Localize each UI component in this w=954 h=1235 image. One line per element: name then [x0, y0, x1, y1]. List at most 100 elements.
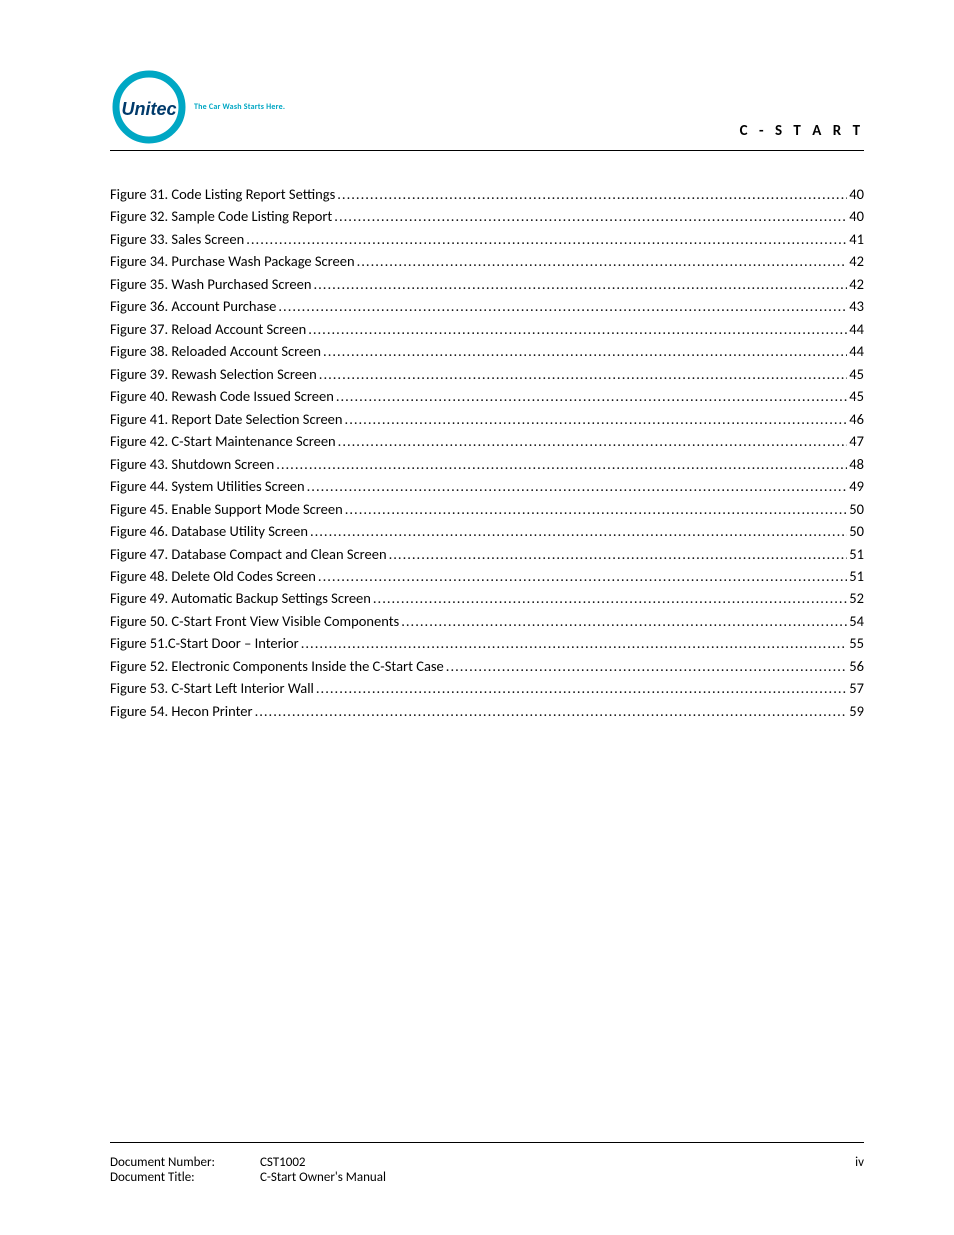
toc-entry-label: Figure 54. Hecon Printer [110, 700, 253, 722]
table-of-figures: Figure 31. Code Listing Report Settings … [110, 183, 864, 722]
toc-leader-dots [373, 587, 847, 609]
logo: Unitec The Car Wash Starts Here. [110, 68, 285, 146]
toc-leader-dots [338, 430, 848, 452]
toc-entry: Figure 53. C-Start Left Interior Wall 57 [110, 677, 864, 699]
toc-entry-page: 52 [849, 587, 864, 609]
toc-entry-page: 57 [849, 677, 864, 699]
toc-entry: Figure 41. Report Date Selection Screen … [110, 408, 864, 430]
toc-entry: Figure 40. Rewash Code Issued Screen 45 [110, 385, 864, 407]
toc-entry-page: 46 [849, 408, 864, 430]
toc-entry-page: 48 [849, 453, 864, 475]
toc-leader-dots [316, 677, 847, 699]
toc-leader-dots [318, 565, 847, 587]
toc-entry: Figure 33. Sales Screen 41 [110, 228, 864, 250]
toc-entry: Figure 48. Delete Old Codes Screen 51 [110, 565, 864, 587]
toc-entry-label: Figure 40. Rewash Code Issued Screen [110, 385, 334, 407]
toc-entry-page: 59 [849, 700, 864, 722]
toc-leader-dots [255, 700, 848, 722]
toc-entry-page: 50 [849, 520, 864, 542]
logo-tagline: The Car Wash Starts Here. [194, 102, 285, 112]
toc-entry-label: Figure 31. Code Listing Report Settings [110, 183, 335, 205]
page-number: iv [855, 1155, 864, 1170]
toc-leader-dots [401, 610, 847, 632]
toc-entry-label: Figure 45. Enable Support Mode Screen [110, 498, 343, 520]
toc-entry: Figure 42. C-Start Maintenance Screen 47 [110, 430, 864, 452]
toc-entry: Figure 43. Shutdown Screen 48 [110, 453, 864, 475]
toc-entry-page: 51 [849, 543, 864, 565]
toc-entry-page: 43 [849, 295, 864, 317]
toc-entry: Figure 44. System Utilities Screen 49 [110, 475, 864, 497]
toc-entry: Figure 36. Account Purchase 43 [110, 295, 864, 317]
toc-entry: Figure 47. Database Compact and Clean Sc… [110, 543, 864, 565]
toc-entry-page: 47 [849, 430, 864, 452]
toc-leader-dots [301, 632, 848, 654]
toc-entry-page: 50 [849, 498, 864, 520]
toc-leader-dots [319, 363, 848, 385]
toc-leader-dots [345, 408, 848, 430]
toc-entry-page: 44 [849, 318, 864, 340]
toc-entry-page: 56 [849, 655, 864, 677]
toc-entry: Figure 45. Enable Support Mode Screen 50 [110, 498, 864, 520]
toc-entry-page: 42 [849, 250, 864, 272]
toc-entry-label: Figure 47. Database Compact and Clean Sc… [110, 543, 387, 565]
toc-entry: Figure 50. C-Start Front View Visible Co… [110, 610, 864, 632]
toc-entry: Figure 32. Sample Code Listing Report 40 [110, 205, 864, 227]
toc-entry-label: Figure 52. Electronic Components Inside … [110, 655, 444, 677]
toc-entry: Figure 38. Reloaded Account Screen 44 [110, 340, 864, 362]
toc-entry-label: Figure 41. Report Date Selection Screen [110, 408, 343, 430]
toc-entry-page: 40 [849, 205, 864, 227]
toc-leader-dots [246, 228, 847, 250]
toc-entry-page: 45 [849, 363, 864, 385]
product-name: C - S T A R T [740, 122, 864, 146]
unitec-logo-icon: Unitec [110, 68, 188, 146]
toc-leader-dots [310, 520, 847, 542]
toc-entry: Figure 54. Hecon Printer 59 [110, 700, 864, 722]
toc-entry-label: Figure 48. Delete Old Codes Screen [110, 565, 316, 587]
toc-leader-dots [337, 183, 847, 205]
page-header: Unitec The Car Wash Starts Here. C - S T… [110, 68, 864, 151]
toc-entry: Figure 39. Rewash Selection Screen 45 [110, 363, 864, 385]
toc-entry-label: Figure 38. Reloaded Account Screen [110, 340, 321, 362]
doc-number-value: CST1002 [260, 1155, 864, 1170]
svg-text:Unitec: Unitec [121, 99, 176, 119]
toc-entry-page: 42 [849, 273, 864, 295]
page-footer: Document Number: Document Title: CST1002… [110, 1142, 864, 1185]
toc-entry-page: 41 [849, 228, 864, 250]
toc-entry-page: 44 [849, 340, 864, 362]
toc-entry-label: Figure 51.C-Start Door – Interior [110, 632, 299, 654]
toc-entry-label: Figure 44. System Utilities Screen [110, 475, 305, 497]
toc-leader-dots [323, 340, 847, 362]
toc-leader-dots [276, 453, 847, 475]
toc-entry-label: Figure 33. Sales Screen [110, 228, 244, 250]
toc-entry-label: Figure 42. C-Start Maintenance Screen [110, 430, 336, 452]
toc-entry-page: 45 [849, 385, 864, 407]
toc-leader-dots [336, 385, 847, 407]
toc-entry-label: Figure 37. Reload Account Screen [110, 318, 306, 340]
toc-entry: Figure 34. Purchase Wash Package Screen … [110, 250, 864, 272]
toc-entry: Figure 35. Wash Purchased Screen 42 [110, 273, 864, 295]
toc-leader-dots [307, 475, 848, 497]
toc-entry-label: Figure 34. Purchase Wash Package Screen [110, 250, 355, 272]
toc-leader-dots [334, 205, 847, 227]
toc-entry: Figure 49. Automatic Backup Settings Scr… [110, 587, 864, 609]
toc-entry-page: 54 [849, 610, 864, 632]
toc-entry-label: Figure 32. Sample Code Listing Report [110, 205, 332, 227]
doc-title-label: Document Title: [110, 1170, 260, 1185]
toc-leader-dots [446, 655, 848, 677]
toc-leader-dots [345, 498, 848, 520]
toc-entry-page: 55 [849, 632, 864, 654]
toc-entry: Figure 46. Database Utility Screen 50 [110, 520, 864, 542]
toc-leader-dots [313, 273, 847, 295]
toc-entry-page: 40 [849, 183, 864, 205]
toc-entry-label: Figure 43. Shutdown Screen [110, 453, 274, 475]
toc-entry-label: Figure 49. Automatic Backup Settings Scr… [110, 587, 371, 609]
toc-entry: Figure 52. Electronic Components Inside … [110, 655, 864, 677]
toc-entry-page: 49 [849, 475, 864, 497]
doc-title-value: C-Start Owner's Manual [260, 1170, 864, 1185]
toc-entry-label: Figure 39. Rewash Selection Screen [110, 363, 317, 385]
toc-entry: Figure 37. Reload Account Screen 44 [110, 318, 864, 340]
doc-number-label: Document Number: [110, 1155, 260, 1170]
toc-leader-dots [278, 295, 847, 317]
toc-leader-dots [389, 543, 848, 565]
toc-entry-label: Figure 53. C-Start Left Interior Wall [110, 677, 314, 699]
